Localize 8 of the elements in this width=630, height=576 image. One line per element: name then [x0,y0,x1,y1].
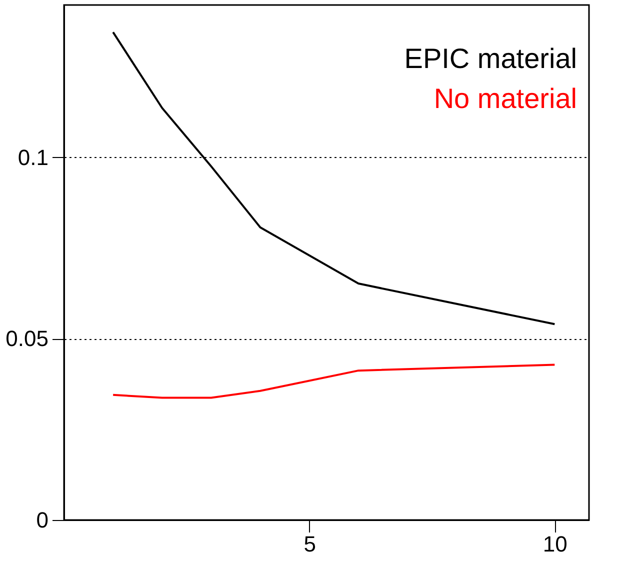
y-tick-label: 0 [36,508,48,532]
text: No material [434,83,577,114]
x-tick-label: 5 [304,532,316,556]
x-tick-label: 10 [542,532,568,556]
y-tick-label: 0.1 [18,144,48,170]
y-tick-label: 0.05 [6,326,48,352]
line-series [112,364,556,399]
text: EPIC material [404,43,577,74]
